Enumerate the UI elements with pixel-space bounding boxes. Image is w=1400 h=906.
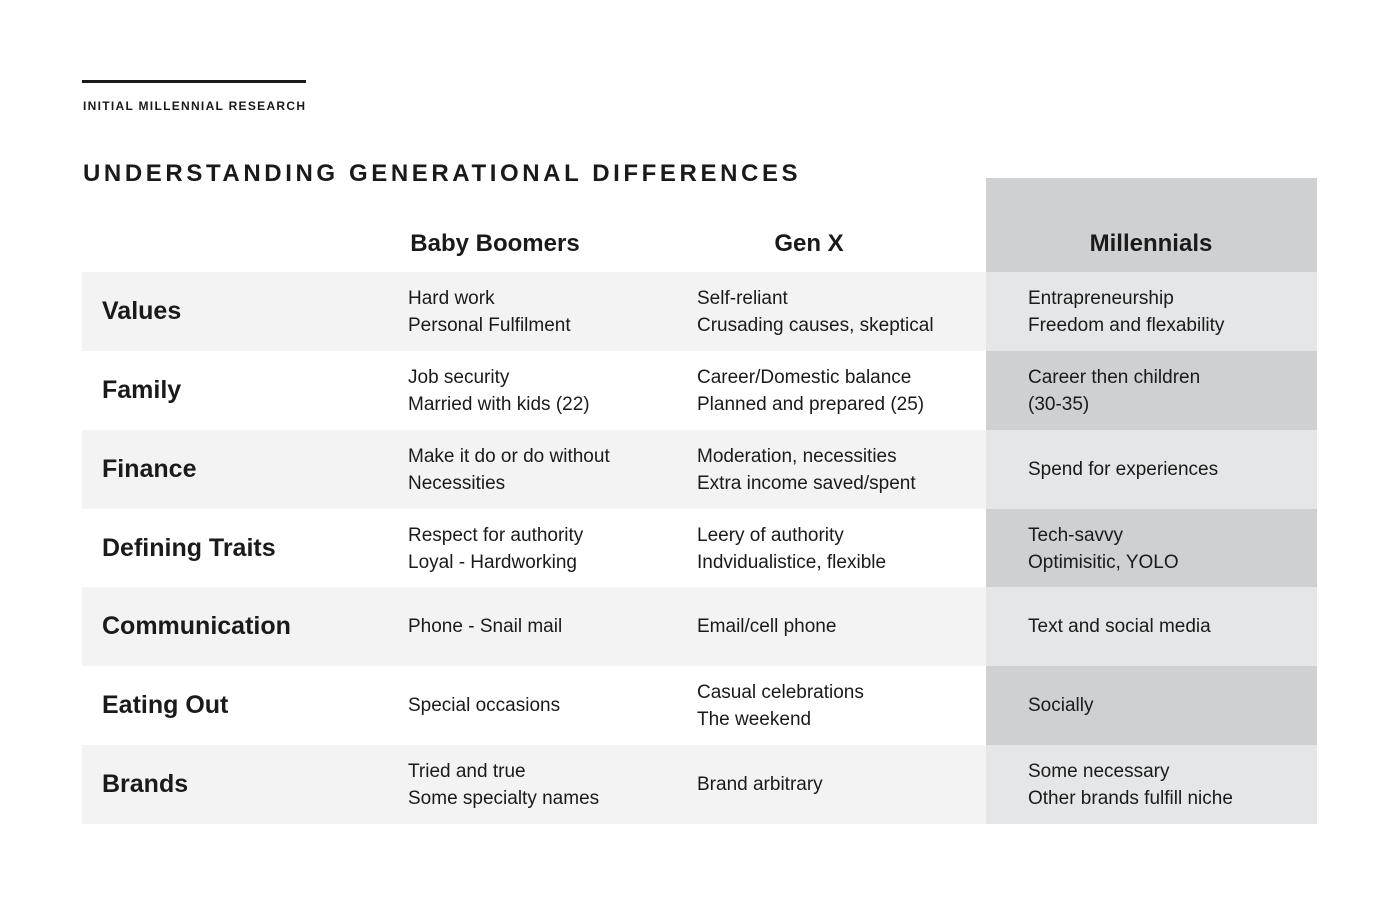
table-row: Family Job security Married with kids (22)… xyxy=(82,351,1317,430)
millennials-cell: Text and social media xyxy=(1028,587,1211,666)
millennials-cell: Career then children (30-35) xyxy=(1028,351,1200,430)
cell-line: Loyal - Hardworking xyxy=(408,551,577,573)
cell-line: Indvidualistice, flexible xyxy=(697,551,887,573)
millennials-cell: Tech-savvy Optimisitic, YOLO xyxy=(1028,509,1179,588)
cell-line: Hard work xyxy=(408,287,495,309)
cell-line: Leery of authority xyxy=(697,524,844,546)
cell-line: Job security xyxy=(408,366,510,388)
page-title: UNDERSTANDING GENERATIONAL DIFFERENCES xyxy=(83,160,802,187)
cell-line: Spend for experiences xyxy=(1028,459,1219,480)
column-header-baby-boomers: Baby Boomers xyxy=(410,230,580,257)
header-rule xyxy=(82,80,306,83)
table-row: Brands Tried and true Some specialty names… xyxy=(82,745,1317,824)
table-row: Communication Phone - Snail mail Email/cel… xyxy=(82,587,1317,666)
column-header-millennials: Millennials xyxy=(1089,230,1213,257)
millennials-cell-background xyxy=(986,509,1317,588)
millennials-cell: Entrapreneurship Freedom and flexability xyxy=(1028,272,1224,351)
cell-line: Moderation, necessities xyxy=(697,445,897,467)
cell-line: Tech-savvy xyxy=(1028,524,1124,546)
table-row: Defining Traits Respect for authority Loya… xyxy=(82,509,1317,588)
row-label: Family xyxy=(102,376,182,404)
row-label: Values xyxy=(102,297,182,325)
column-header-gen-x: Gen X xyxy=(774,230,844,257)
millennials-cell-background xyxy=(986,351,1317,430)
boomers-cell: Hard work Personal Fulfilment xyxy=(408,272,571,351)
row-label: Communication xyxy=(102,612,291,640)
millennials-cell-background xyxy=(986,666,1317,745)
cell-line: Career/Domestic balance xyxy=(697,366,912,388)
table-row: Finance Make it do or do without Necessiti… xyxy=(82,430,1317,509)
cell-line: Entrapreneurship xyxy=(1028,287,1174,309)
cell-line: Make it do or do without xyxy=(408,445,610,467)
genx-cell: Career/Domestic balance Planned and prepa… xyxy=(697,351,924,430)
cell-line: Some necessary xyxy=(1028,760,1170,782)
cell-line: Phone - Snail mail xyxy=(408,616,563,637)
genx-cell: Self-reliant Crusading causes, skeptical xyxy=(697,272,934,351)
millennials-header-background xyxy=(986,178,1317,272)
boomers-cell: Make it do or do without Necessities xyxy=(408,430,610,509)
cell-line: Married with kids (22) xyxy=(408,393,590,415)
cell-line: Personal Fulfilment xyxy=(408,314,571,336)
cell-line: Planned and prepared (25) xyxy=(697,393,925,415)
genx-cell: Email/cell phone xyxy=(697,587,836,666)
cell-line: Career then children xyxy=(1028,366,1201,388)
genx-cell: Brand arbitrary xyxy=(697,745,823,824)
boomers-cell: Tried and true Some specialty names xyxy=(408,745,599,824)
cell-line: Brand arbitrary xyxy=(697,774,823,795)
boomers-cell: Respect for authority Loyal - Hardworking xyxy=(408,509,583,588)
genx-cell: Leery of authority Indvidualistice, flexi… xyxy=(697,509,886,588)
millennials-cell: Spend for experiences xyxy=(1028,430,1218,509)
boomers-cell: Phone - Snail mail xyxy=(408,587,562,666)
millennials-cell: Socially xyxy=(1028,666,1093,745)
cell-line: Tried and true xyxy=(408,760,526,782)
row-label: Eating Out xyxy=(102,691,229,719)
table-row: Eating Out Special occasions Casual celebr… xyxy=(82,666,1317,745)
millennials-cell-background xyxy=(986,272,1317,351)
millennials-cell: Some necessary Other brands fulfill niche xyxy=(1028,745,1233,824)
cell-line: Freedom and flexability xyxy=(1028,314,1225,336)
cell-line: Text and social media xyxy=(1028,616,1211,637)
kicker: INITIAL MILLENNIAL RESEARCH xyxy=(83,99,307,113)
cell-line: The weekend xyxy=(697,708,812,730)
millennials-cell-background xyxy=(986,430,1317,509)
table-row: Values Hard work Personal Fulfilment Self-r… xyxy=(82,272,1317,351)
cell-line: Other brands fulfill niche xyxy=(1028,787,1233,809)
row-label: Defining Traits xyxy=(102,534,276,562)
boomers-cell: Job security Married with kids (22) xyxy=(408,351,590,430)
genx-cell: Casual celebrations The weekend xyxy=(697,666,864,745)
cell-line: Extra income saved/spent xyxy=(697,472,916,494)
cell-line: Necessities xyxy=(408,472,506,494)
cell-line: Special occasions xyxy=(408,695,561,716)
genx-cell: Moderation, necessities Extra income save… xyxy=(697,430,916,509)
row-label: Brands xyxy=(102,770,189,798)
boomers-cell: Special occasions xyxy=(408,666,560,745)
cell-line: Respect for authority xyxy=(408,524,584,546)
cell-line: Socially xyxy=(1028,695,1094,716)
cell-line: Some specialty names xyxy=(408,787,600,809)
row-label: Finance xyxy=(102,455,197,483)
cell-line: (30-35) xyxy=(1028,393,1090,415)
millennials-cell-background xyxy=(986,587,1317,666)
cell-line: Casual celebrations xyxy=(697,681,864,703)
millennials-cell-background xyxy=(986,745,1317,824)
cell-line: Self-reliant xyxy=(697,287,788,309)
cell-line: Crusading causes, skeptical xyxy=(697,314,934,336)
cell-line: Optimisitic, YOLO xyxy=(1028,551,1179,573)
cell-line: Email/cell phone xyxy=(697,616,837,637)
